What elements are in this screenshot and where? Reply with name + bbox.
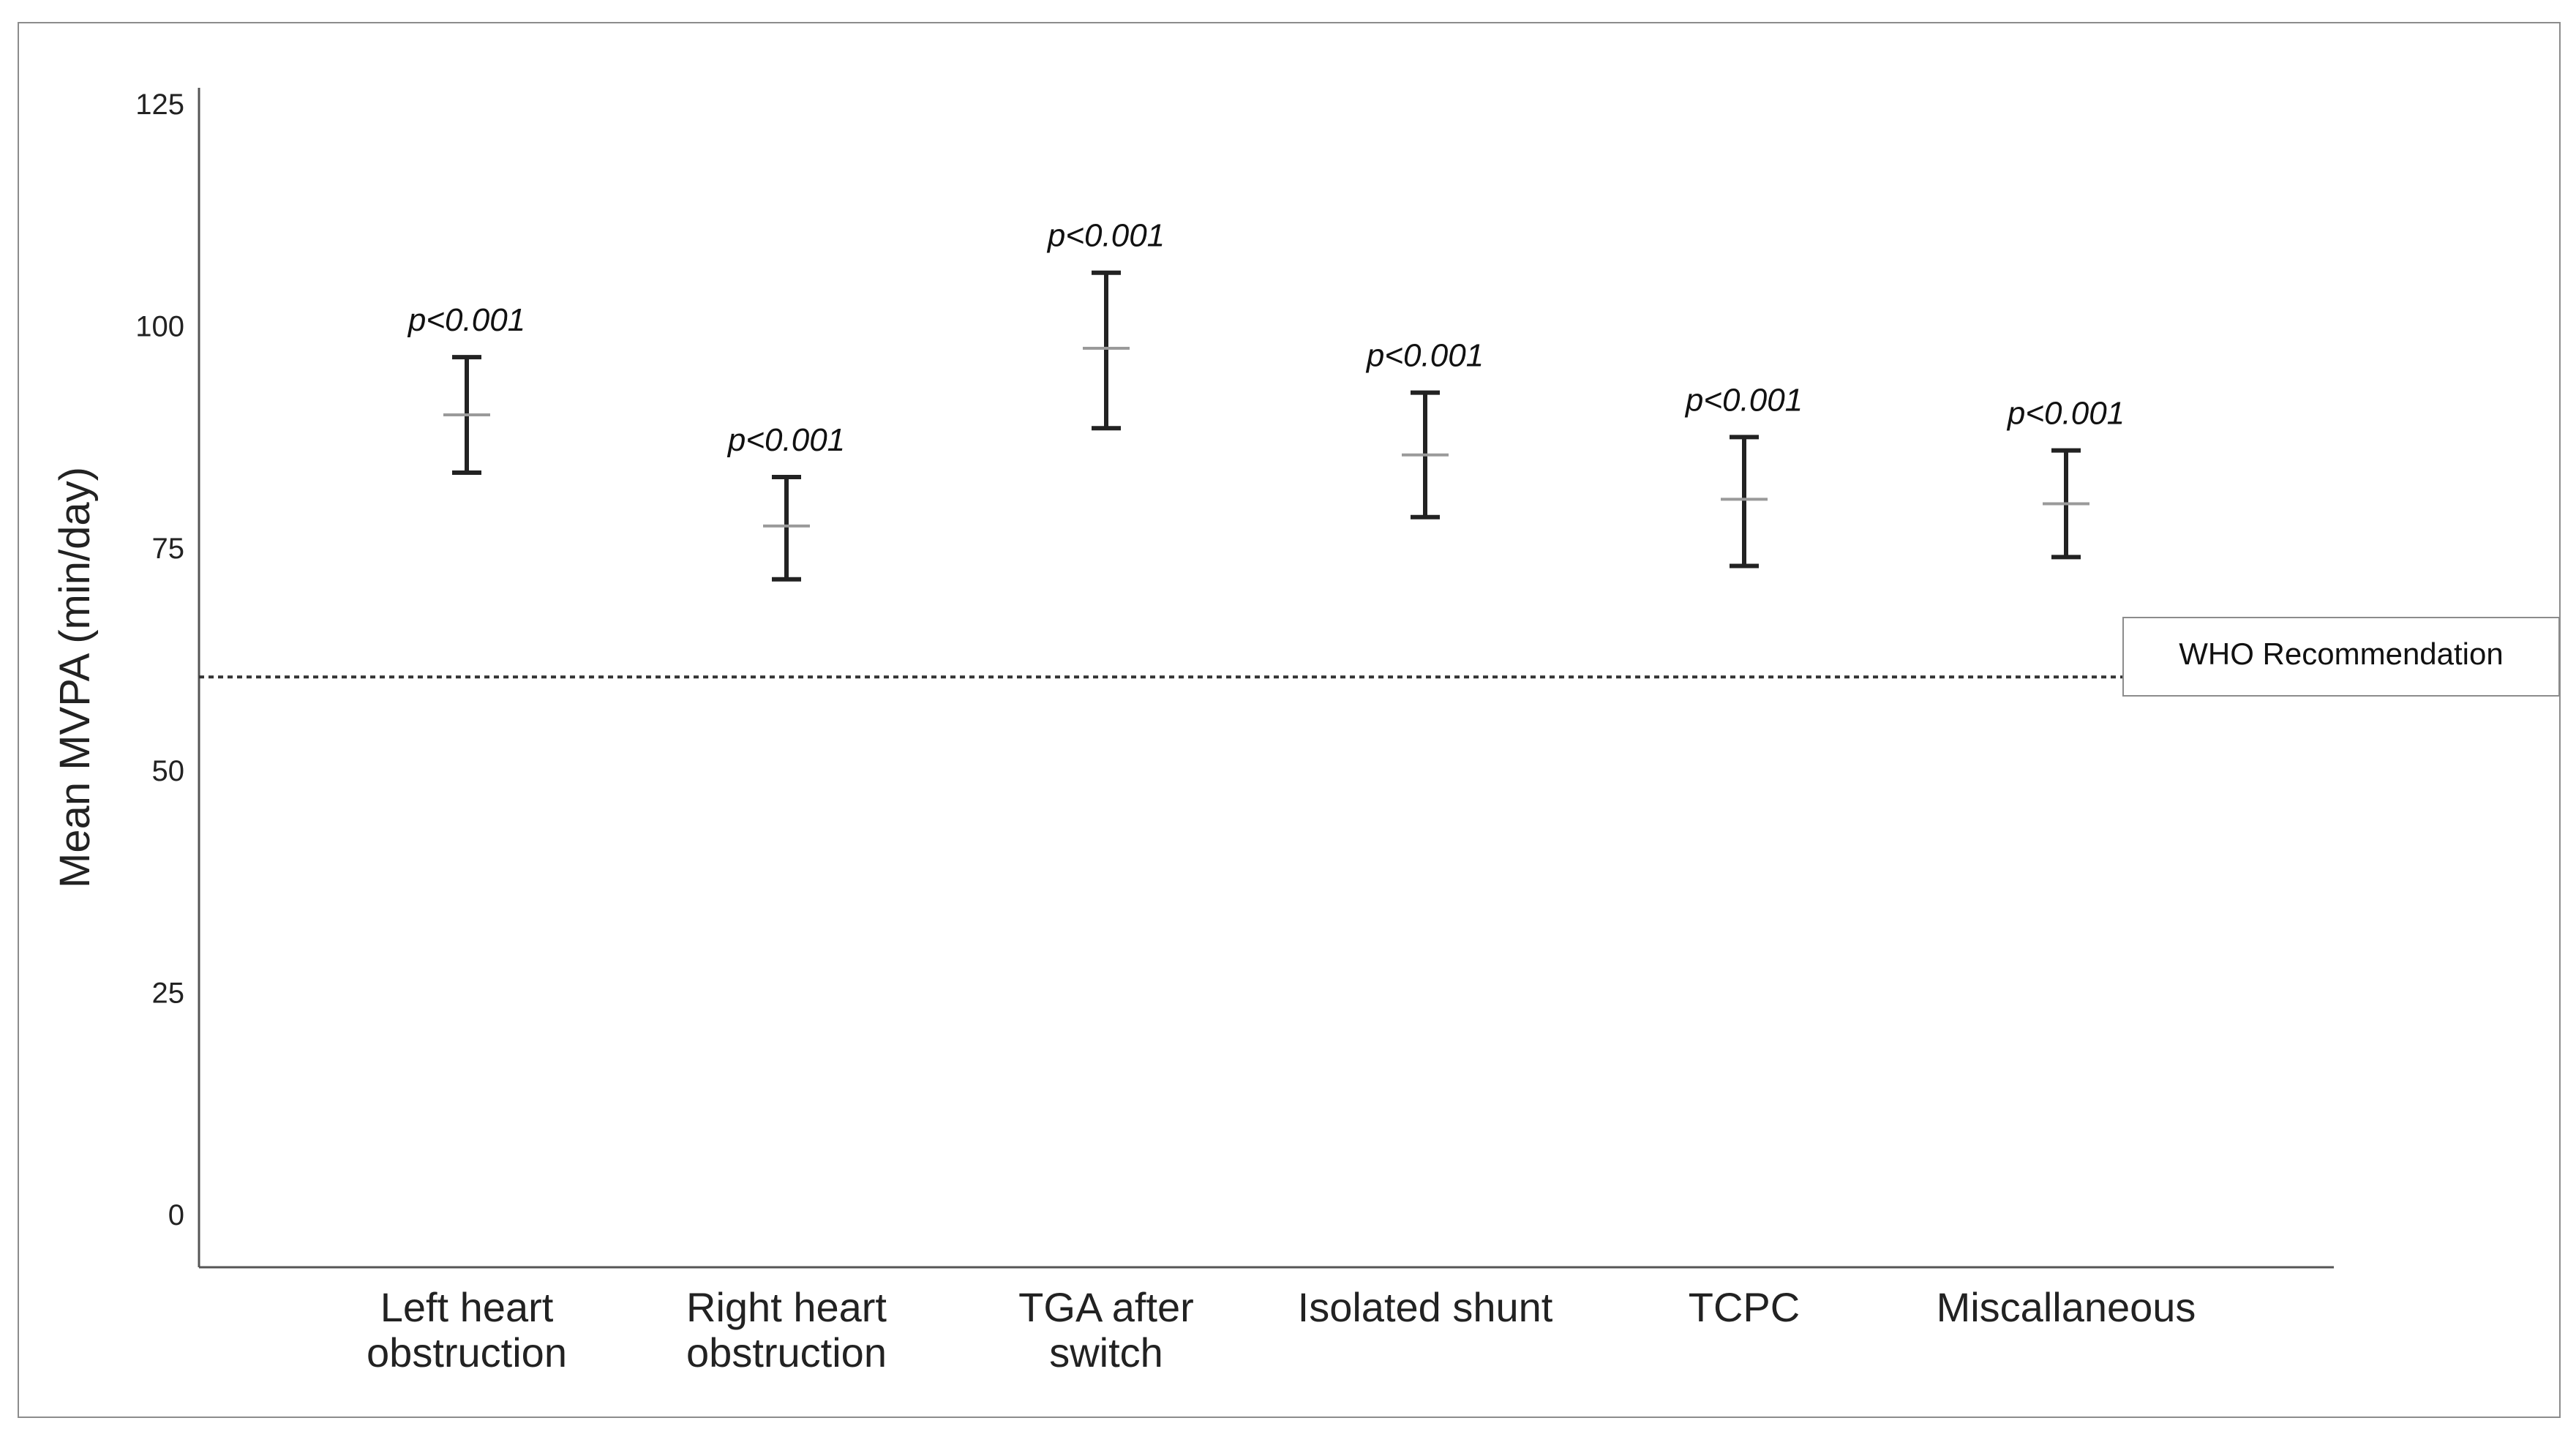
- y-tick-label: 75: [152, 533, 185, 565]
- y-ticks: 0 25 50 75 100 125: [135, 89, 184, 1231]
- error-bar: p<0.001: [1684, 382, 1803, 569]
- y-tick-label: 0: [168, 1199, 184, 1231]
- x-category-label: Right heart obstruction: [686, 1284, 887, 1376]
- legend-box: [2122, 617, 2560, 697]
- x-category-label: Isolated shunt: [1298, 1284, 1553, 1330]
- legend-label: WHO Recommendation: [2179, 637, 2503, 671]
- who-reference: WHO Recommendation: [199, 617, 2560, 697]
- y-tick-label: 125: [135, 89, 184, 121]
- x-category-label: TGA after switch: [1018, 1284, 1194, 1376]
- error-bar: p<0.001: [1046, 218, 1165, 431]
- error-bars: p<0.001 p<0.001 p<0.001 p<0.001 p<0.001 p<0.0…: [407, 218, 2125, 582]
- x-category-label: Miscallaneous: [1937, 1284, 2196, 1330]
- y-tick-label: 25: [152, 977, 185, 1009]
- y-tick-label: 50: [152, 755, 185, 787]
- p-value-label: p<0.001: [1365, 338, 1484, 374]
- category-labels: Left heart obstruction Right heart obstruct…: [367, 1284, 2196, 1376]
- error-bar: p<0.001: [726, 422, 845, 582]
- p-value-label: p<0.001: [407, 302, 525, 338]
- y-tick-label: 100: [135, 311, 184, 343]
- error-bar: p<0.001: [2006, 396, 2125, 560]
- x-category-label: Left heart obstruction: [367, 1284, 567, 1376]
- p-value-label: p<0.001: [2006, 396, 2125, 432]
- x-category-label: TCPC: [1689, 1284, 1800, 1330]
- error-bar: p<0.001: [407, 302, 525, 475]
- p-value-label: p<0.001: [726, 422, 845, 458]
- p-value-label: p<0.001: [1046, 218, 1165, 254]
- chart-frame: [18, 22, 2561, 1418]
- error-bar: p<0.001: [1365, 338, 1484, 519]
- y-axis-label: Mean MVPA (min/day): [51, 467, 99, 888]
- p-value-label: p<0.001: [1684, 382, 1803, 418]
